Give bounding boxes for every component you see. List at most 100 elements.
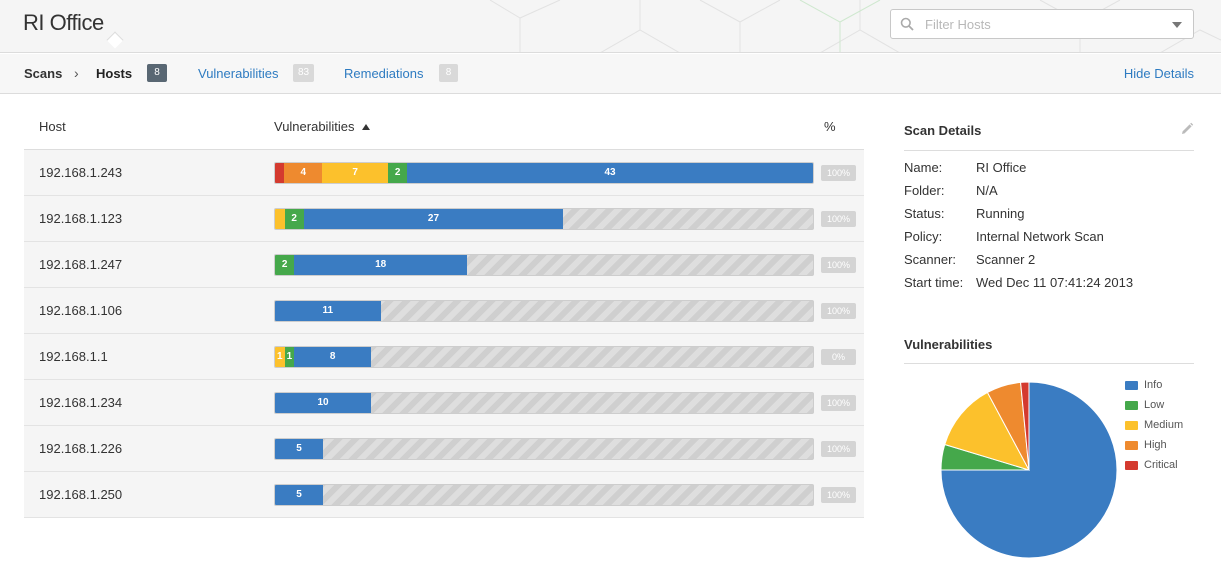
hide-details-link[interactable]: Hide Details: [1123, 66, 1194, 81]
vulnerability-segment-high[interactable]: 4: [284, 163, 323, 183]
scan-progress-badge: 0%: [821, 349, 856, 365]
table-row[interactable]: 192.168.1.1 1 1 8 0%: [24, 334, 864, 380]
detail-label: Folder:: [904, 183, 945, 198]
hosts-count-badge: 8: [147, 64, 167, 82]
vulnerability-segment-low[interactable]: 1: [284, 347, 295, 367]
divider: [904, 150, 1194, 151]
detail-row: Status: Running: [904, 206, 1194, 229]
table-row[interactable]: 192.168.1.243 4 7 2 43 100%: [24, 150, 864, 196]
filter-hosts-dropdown[interactable]: [890, 9, 1194, 39]
table-row[interactable]: 192.168.1.106 11 100%: [24, 288, 864, 334]
vulnerability-segment-info[interactable]: 10: [275, 393, 372, 413]
host-address: 192.168.1.106: [39, 303, 123, 318]
host-address: 192.168.1.243: [39, 165, 123, 180]
host-address: 192.168.1.250: [39, 487, 123, 502]
vulnerability-segment-info[interactable]: 5: [275, 439, 324, 459]
legend-label: Low: [1144, 399, 1165, 411]
vulnerability-segment-low[interactable]: 2: [275, 255, 295, 275]
tab-vulnerabilities[interactable]: Vulnerabilities: [198, 66, 279, 81]
vulnerabilities-count-badge: 83: [293, 64, 315, 82]
column-header-percent[interactable]: %: [824, 119, 836, 134]
tab-hosts[interactable]: Hosts: [96, 66, 133, 81]
breadcrumb-scans[interactable]: Scans: [24, 66, 63, 81]
hosts-table: 192.168.1.243 4 7 2 43 100% 192.168.1.123 2 27 10…: [24, 149, 864, 518]
vulnerability-bar[interactable]: 11: [274, 300, 814, 322]
detail-label: Policy:: [904, 229, 943, 244]
table-row[interactable]: 192.168.1.250 5 100%: [24, 472, 864, 518]
vulnerability-bar[interactable]: 2 18: [274, 254, 814, 276]
legend-swatch: [1125, 401, 1138, 410]
host-address: 192.168.1.123: [39, 211, 123, 226]
scan-progress-badge: 100%: [821, 257, 856, 273]
detail-label: Status:: [904, 206, 945, 221]
detail-value: N/A: [976, 183, 998, 198]
scan-details-title: Scan Details: [904, 123, 982, 138]
detail-value: Scanner 2: [976, 252, 1036, 267]
detail-value: RI Office: [976, 160, 1027, 175]
detail-row: Scanner: Scanner 2: [904, 252, 1194, 275]
vulnerabilities-pie-chart: [940, 381, 1118, 559]
detail-row: Policy: Internal Network Scan: [904, 229, 1194, 252]
host-address: 192.168.1.234: [39, 395, 123, 410]
vulnerability-segment-info[interactable]: 27: [303, 209, 564, 229]
filter-hosts-input[interactable]: [925, 15, 1155, 34]
table-row[interactable]: 192.168.1.123 2 27 100%: [24, 196, 864, 242]
vulnerability-bar[interactable]: 10: [274, 392, 814, 414]
breadcrumb-tabs: Scans › Hosts 8 Vulnerabilities 83 Remed…: [0, 54, 1221, 94]
detail-label: Name:: [904, 160, 943, 175]
vulnerability-segment-medium[interactable]: 1: [275, 347, 285, 367]
scan-progress-badge: 100%: [821, 303, 856, 319]
legend-swatch: [1125, 381, 1138, 390]
host-address: 192.168.1.1: [39, 349, 108, 364]
scan-details-list: Name: RI Office Folder: N/A Status: Running Po…: [904, 160, 1194, 298]
vulnerability-segment-info[interactable]: 8: [294, 347, 372, 367]
scan-progress-badge: 100%: [821, 165, 856, 181]
scan-progress-badge: 100%: [821, 441, 856, 457]
vulnerability-segment-critical[interactable]: [275, 163, 285, 183]
vulnerability-segment-low[interactable]: 2: [284, 209, 304, 229]
legend-swatch: [1125, 461, 1138, 470]
vulnerability-segment-info[interactable]: 18: [294, 255, 468, 275]
tab-remediations[interactable]: Remediations: [344, 66, 424, 81]
column-header-vulnerabilities[interactable]: Vulnerabilities: [274, 119, 371, 134]
table-row[interactable]: 192.168.1.234 10 100%: [24, 380, 864, 426]
legend-label: Critical: [1144, 459, 1178, 471]
table-row[interactable]: 192.168.1.247 2 18 100%: [24, 242, 864, 288]
vulnerability-bar[interactable]: 4 7 2 43: [274, 162, 814, 184]
legend-label: Medium: [1144, 419, 1184, 431]
chevron-down-icon[interactable]: [1172, 22, 1182, 28]
detail-value: Internal Network Scan: [976, 229, 1104, 244]
vulnerability-segment-medium[interactable]: [275, 209, 285, 229]
breadcrumb-separator: ›: [74, 65, 79, 81]
column-header-host[interactable]: Host: [39, 119, 66, 134]
app-title: RI Office: [23, 10, 104, 35]
host-address: 192.168.1.226: [39, 441, 123, 456]
table-row[interactable]: 192.168.1.226 5 100%: [24, 426, 864, 472]
legend-swatch: [1125, 441, 1138, 450]
pie-slice-medium[interactable]: [944, 391, 1031, 471]
detail-row: Start time: Wed Dec 11 07:41:24 2013: [904, 275, 1194, 298]
vulnerability-segment-info[interactable]: 11: [275, 301, 381, 321]
detail-label: Start time:: [904, 275, 964, 290]
vulnerabilities-chart-title: Vulnerabilities: [904, 337, 993, 352]
scan-progress-badge: 100%: [821, 487, 856, 503]
search-icon: [900, 17, 914, 31]
vulnerability-bar[interactable]: 5: [274, 484, 814, 506]
app-header: RI Office: [0, 0, 1221, 53]
vulnerability-segment-info[interactable]: 5: [275, 485, 324, 505]
vulnerability-segment-medium[interactable]: 7: [322, 163, 389, 183]
remediations-count-badge: 8: [439, 64, 458, 82]
pencil-icon[interactable]: [1180, 122, 1194, 136]
pie-slice-critical[interactable]: [1020, 381, 1030, 471]
scan-progress-badge: 100%: [821, 211, 856, 227]
vulnerability-bar[interactable]: 2 27: [274, 208, 814, 230]
detail-row: Name: RI Office: [904, 160, 1194, 183]
vulnerability-segment-info[interactable]: 43: [407, 163, 813, 183]
scan-progress-badge: 100%: [821, 395, 856, 411]
vulnerability-segment-low[interactable]: 2: [388, 163, 408, 183]
divider: [904, 363, 1194, 364]
vulnerability-bar[interactable]: 5: [274, 438, 814, 460]
legend-swatch: [1125, 421, 1138, 430]
detail-row: Folder: N/A: [904, 183, 1194, 206]
